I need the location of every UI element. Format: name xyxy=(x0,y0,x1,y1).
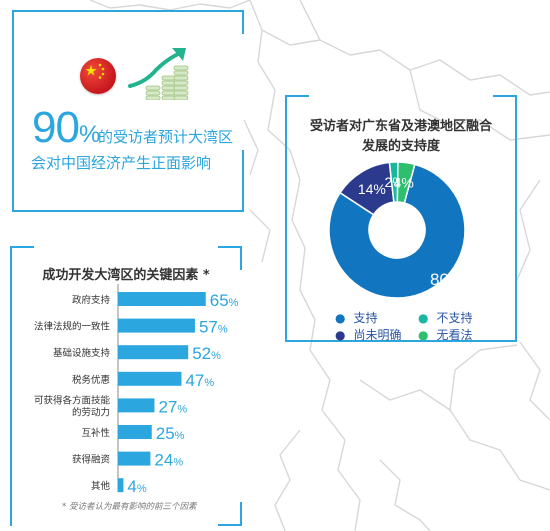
bar-rect xyxy=(118,478,124,493)
bar-value-label: 25% xyxy=(156,424,185,443)
bar-chart-footnote: * 受访者认为最有影响的前三个因素 xyxy=(62,502,197,512)
pie-title-line2: 发展的支持度 xyxy=(361,139,440,154)
bar-panel-frame xyxy=(10,246,242,526)
bar-rect xyxy=(118,318,195,333)
pie-value-label: 14% xyxy=(358,181,386,197)
legend-dot: ● xyxy=(335,328,346,342)
growth-chart-icon xyxy=(128,48,189,100)
stat-percentage: 90% xyxy=(32,103,100,157)
bar-rect xyxy=(118,292,206,306)
legend-dot: ● xyxy=(418,328,429,342)
bar-value-label: 57% xyxy=(199,318,228,337)
legend-label: 支持 xyxy=(353,311,378,325)
bar-value-label: 47% xyxy=(185,371,214,390)
bar-value-label: 4% xyxy=(127,477,146,495)
bar-category-label: 基础设施支持 xyxy=(53,347,111,359)
bar-category-label: 税务优惠 xyxy=(72,374,110,386)
stat-panel-frame xyxy=(12,10,244,212)
stat-caption-line2: 会对中国经济产生正面影响 xyxy=(31,154,212,172)
legend-item-no-opinion: ● 无看法 xyxy=(418,326,473,343)
bar-category-label: 获得融资 xyxy=(72,454,111,466)
donut-inner-ring xyxy=(375,208,419,252)
stat-percent-sign: % xyxy=(78,121,100,148)
bar-category-label: 政府支持 xyxy=(72,294,111,306)
china-flag-icon xyxy=(80,58,116,94)
bar-category-label: 法律法规的一致性 xyxy=(34,321,111,333)
bar-category-label: 其他 xyxy=(91,480,111,492)
pie-slice xyxy=(328,163,466,299)
pie-value-label: 4% xyxy=(394,174,414,190)
legend-label: 不支持 xyxy=(436,311,473,325)
legend-item-oppose: ● 不支持 xyxy=(418,309,473,326)
bar-rect xyxy=(118,345,189,360)
bar-rect xyxy=(118,398,155,413)
pie-chart-title: 受访者对广东省及港澳地区融合 发展的支持度 xyxy=(285,117,517,157)
bar-rect xyxy=(118,371,182,386)
pie-title-line1: 受访者对广东省及港澳地区融合 xyxy=(309,119,492,134)
bar-chart-title: 成功开发大湾区的关键因素 * xyxy=(42,268,210,283)
stat-number-value: 90 xyxy=(32,103,80,152)
bar-value-label: 52% xyxy=(192,344,221,363)
legend-item-support: ● 支持 xyxy=(335,309,378,326)
legend-label: 无看法 xyxy=(436,328,473,342)
pie-value-label: 80% xyxy=(430,270,464,289)
bar-value-label: 65% xyxy=(210,291,239,310)
key-factors-bar-chart: 政府支持 65% 法律法规的一致性 57% 基础设施支持 52% 税务优惠 47% 可获得各方面… xyxy=(34,284,239,495)
bar-value-label: 24% xyxy=(154,451,183,470)
pie-slice xyxy=(396,161,416,204)
legend-item-undecided: ● 尚未明确 xyxy=(335,326,402,343)
support-donut-chart: 80%14%2%4% xyxy=(328,161,466,299)
bar-category-label: 可获得各方面技能 xyxy=(34,394,111,406)
legend-label: 尚未明确 xyxy=(353,328,402,342)
stat-caption-line1: 的受访者预计大湾区 xyxy=(98,128,234,146)
bar-rect xyxy=(118,425,152,439)
legend-dot: ● xyxy=(418,311,429,325)
bar-category-label: 互补性 xyxy=(81,427,110,439)
pie-panel-frame xyxy=(285,95,517,342)
legend-dot: ● xyxy=(335,311,346,325)
bar-value-label: 27% xyxy=(158,397,187,416)
bar-rect xyxy=(118,451,151,466)
bar-category-label: 的劳动力 xyxy=(72,406,110,418)
